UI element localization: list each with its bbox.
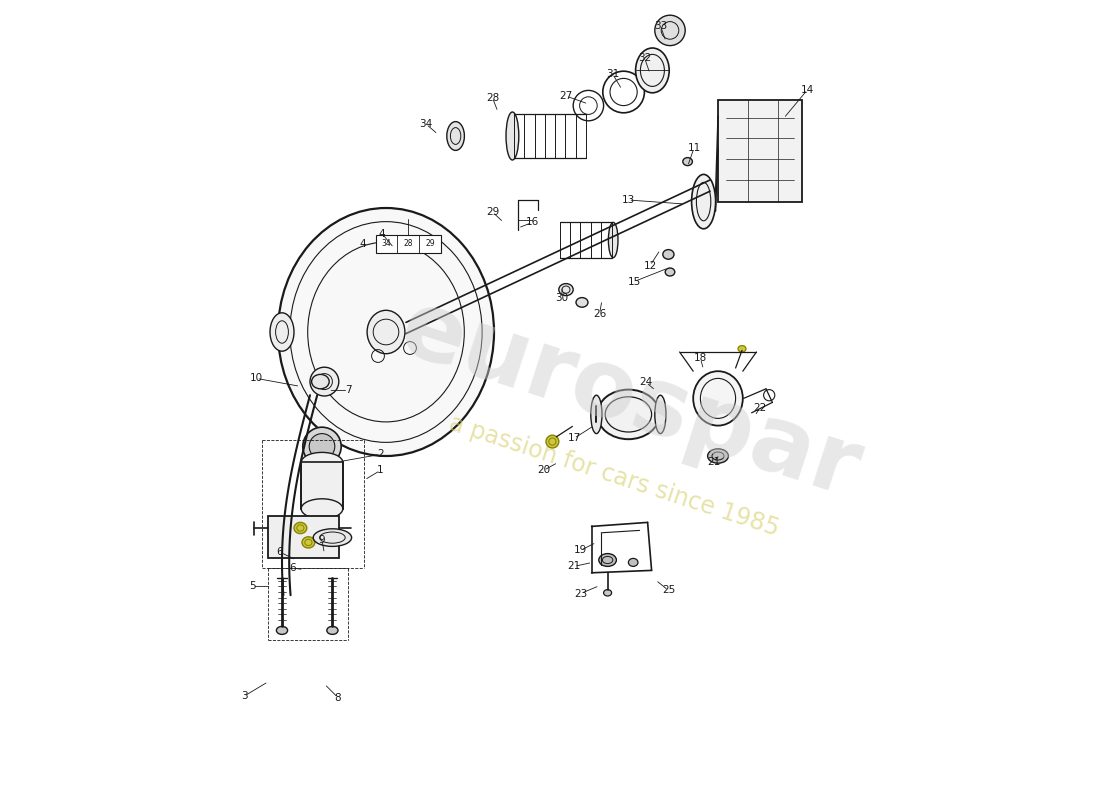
Ellipse shape — [367, 310, 405, 354]
Text: 13: 13 — [621, 195, 635, 205]
Ellipse shape — [591, 395, 602, 434]
Ellipse shape — [707, 449, 728, 463]
Text: 27: 27 — [560, 91, 573, 101]
Text: 22: 22 — [754, 403, 767, 413]
Text: 6: 6 — [276, 547, 283, 557]
Ellipse shape — [604, 590, 612, 596]
Ellipse shape — [506, 112, 519, 160]
Text: 10: 10 — [250, 374, 263, 383]
Text: 9: 9 — [319, 535, 326, 545]
Text: 15: 15 — [627, 277, 640, 286]
Bar — [718, 100, 802, 202]
Ellipse shape — [738, 346, 746, 352]
Ellipse shape — [663, 250, 674, 259]
Bar — [301, 462, 343, 509]
Text: 29: 29 — [486, 207, 499, 217]
Ellipse shape — [683, 158, 692, 166]
Text: 18: 18 — [694, 354, 707, 363]
Circle shape — [309, 434, 334, 459]
Circle shape — [302, 427, 341, 466]
Ellipse shape — [693, 371, 742, 426]
Ellipse shape — [654, 395, 666, 434]
Text: 31: 31 — [606, 69, 619, 78]
Text: 7: 7 — [345, 386, 352, 395]
Text: 4: 4 — [360, 239, 366, 249]
Ellipse shape — [327, 626, 338, 634]
Ellipse shape — [608, 222, 618, 258]
Ellipse shape — [666, 268, 674, 276]
Text: 17: 17 — [568, 434, 581, 443]
Text: 34: 34 — [419, 119, 432, 129]
Bar — [375, 235, 441, 253]
Text: 6: 6 — [289, 563, 296, 573]
Text: 21: 21 — [707, 458, 721, 467]
Text: 32: 32 — [638, 53, 651, 62]
Text: 26: 26 — [593, 309, 606, 318]
Text: 21: 21 — [568, 562, 581, 571]
Text: 4: 4 — [378, 229, 385, 238]
Ellipse shape — [301, 452, 343, 472]
Ellipse shape — [576, 298, 588, 307]
Text: 28: 28 — [404, 239, 414, 249]
Text: 23: 23 — [574, 589, 587, 598]
Ellipse shape — [314, 529, 352, 546]
Text: 11: 11 — [688, 143, 701, 153]
Text: 34: 34 — [382, 239, 392, 249]
Circle shape — [654, 15, 685, 46]
Text: 16: 16 — [526, 218, 539, 227]
Ellipse shape — [692, 174, 716, 229]
Ellipse shape — [598, 554, 616, 566]
Text: 24: 24 — [639, 378, 652, 387]
Text: 1: 1 — [377, 466, 384, 475]
Ellipse shape — [447, 122, 464, 150]
Text: 30: 30 — [556, 293, 569, 302]
Ellipse shape — [270, 313, 294, 351]
Text: 5: 5 — [249, 582, 255, 591]
Text: 3: 3 — [241, 691, 248, 701]
Text: 8: 8 — [334, 693, 341, 702]
Bar — [268, 516, 339, 558]
Ellipse shape — [301, 499, 343, 519]
Ellipse shape — [559, 283, 573, 295]
Text: 25: 25 — [662, 586, 675, 595]
Ellipse shape — [302, 537, 315, 548]
Ellipse shape — [311, 374, 329, 389]
Ellipse shape — [628, 558, 638, 566]
Text: a passion for cars since 1985: a passion for cars since 1985 — [446, 411, 782, 541]
Ellipse shape — [278, 208, 494, 456]
Text: 14: 14 — [801, 85, 814, 94]
Ellipse shape — [294, 522, 307, 534]
Text: 2: 2 — [377, 450, 384, 459]
Text: 33: 33 — [653, 21, 667, 30]
Text: 19: 19 — [574, 546, 587, 555]
Text: 29: 29 — [426, 239, 436, 249]
Text: 28: 28 — [486, 93, 499, 102]
Ellipse shape — [597, 390, 660, 439]
Ellipse shape — [636, 48, 669, 93]
Text: eurospar: eurospar — [389, 282, 871, 518]
Ellipse shape — [546, 435, 559, 448]
Text: 12: 12 — [644, 261, 657, 270]
Text: 20: 20 — [537, 466, 550, 475]
Circle shape — [310, 367, 339, 396]
Ellipse shape — [276, 626, 287, 634]
